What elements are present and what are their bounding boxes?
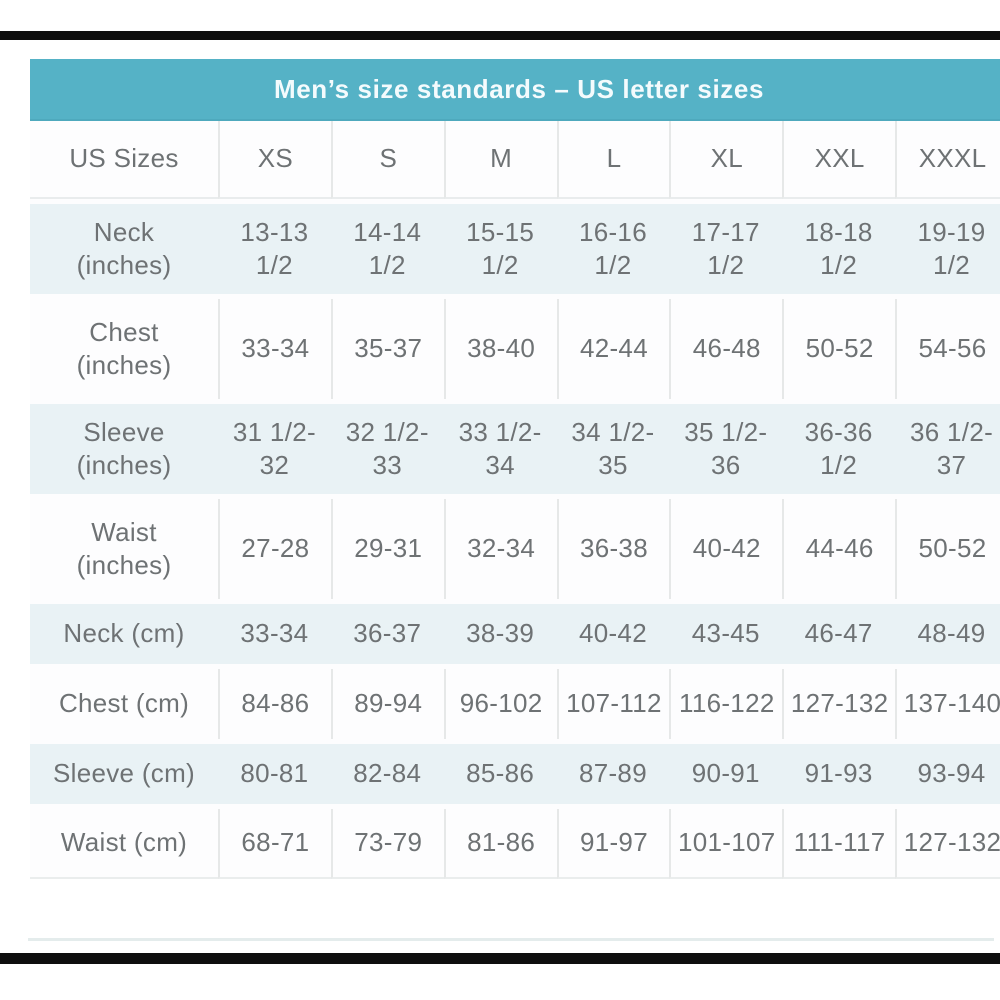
cell: 35-37 [330,299,444,399]
footer-divider [28,938,994,941]
cell: 32 1/2- 33 [330,399,444,499]
cell: 32-34 [443,499,557,599]
cell: 50-52 [782,299,896,399]
table-row-chest-inches: Chest (inches) 33-34 35-37 38-40 42-44 4… [30,299,1000,399]
cell: 36-36 1/2 [782,399,896,499]
cell: 40-42 [556,599,670,669]
cell: 137-140 [895,669,1000,739]
column-header-us-sizes: US Sizes [30,121,218,199]
cell: 50-52 [895,499,1000,599]
cell: 27-28 [218,499,331,599]
row-label-waist-cm: Waist (cm) [30,809,218,879]
cell: 16-16 1/2 [556,199,670,299]
cell: 46-47 [782,599,896,669]
table-row-neck-cm: Neck (cm) 33-34 36-37 38-39 40-42 43-45 … [30,599,1000,669]
table-title: Men’s size standards – US letter sizes [273,73,765,104]
cell: 40-42 [669,499,783,599]
table-row-chest-cm: Chest (cm) 84-86 89-94 96-102 107-112 11… [30,669,1000,739]
cell: 46-48 [669,299,783,399]
cell: 101-107 [669,809,783,879]
cell: 36-38 [556,499,670,599]
cell: 36 1/2- 37 [895,399,1000,499]
row-label-neck-inches: Neck (inches) [30,199,218,299]
table-row-sleeve-cm: Sleeve (cm) 80-81 82-84 85-86 87-89 90-9… [30,739,1000,809]
row-label-chest-inches: Chest (inches) [30,299,218,399]
cell: 38-40 [443,299,557,399]
cell: 84-86 [218,669,331,739]
table-row-sleeve-inches: Sleeve (inches) 31 1/2- 32 32 1/2- 33 33… [30,399,1000,499]
cell: 13-13 1/2 [218,199,331,299]
cell: 87-89 [556,739,670,809]
cell: 82-84 [330,739,444,809]
cell: 31 1/2- 32 [218,399,331,499]
cell: 19-19 1/2 [895,199,1000,299]
table-row-neck-inches: Neck (inches) 13-13 1/2 14-14 1/2 15-15 … [30,199,1000,299]
table-row-waist-inches: Waist (inches) 27-28 29-31 32-34 36-38 4… [30,499,1000,599]
cell: 17-17 1/2 [669,199,783,299]
column-header-xl: XL [669,121,783,199]
column-header-m: M [443,121,557,199]
row-label-waist-inches: Waist (inches) [30,499,218,599]
cell: 36-37 [330,599,444,669]
bottom-border-bar [0,953,1000,964]
cell: 81-86 [443,809,557,879]
column-header-xs: XS [218,121,331,199]
cell: 90-91 [669,739,783,809]
row-label-neck-cm: Neck (cm) [30,599,218,669]
column-header-s: S [330,121,444,199]
cell: 111-117 [782,809,896,879]
cell: 33 1/2- 34 [443,399,557,499]
table-title-bar: Men’s size standards – US letter sizes [30,59,1000,121]
cell: 68-71 [218,809,331,879]
size-chart-table: US Sizes XS S M L XL XXL XXXL Neck (inch… [30,121,1000,879]
row-label-sleeve-cm: Sleeve (cm) [30,739,218,809]
cell: 29-31 [330,499,444,599]
table-row-waist-cm: Waist (cm) 68-71 73-79 81-86 91-97 101-1… [30,809,1000,879]
size-column-headers-row: US Sizes XS S M L XL XXL XXXL [30,121,1000,199]
cell: 48-49 [895,599,1000,669]
cell: 107-112 [556,669,670,739]
cell: 15-15 1/2 [443,199,557,299]
column-header-l: L [556,121,670,199]
row-label-sleeve-inches: Sleeve (inches) [30,399,218,499]
cell: 80-81 [218,739,331,809]
cell: 42-44 [556,299,670,399]
cell: 93-94 [895,739,1000,809]
cell: 73-79 [330,809,444,879]
cell: 33-34 [218,599,331,669]
cell: 44-46 [782,499,896,599]
cell: 89-94 [330,669,444,739]
cell: 43-45 [669,599,783,669]
cell: 18-18 1/2 [782,199,896,299]
cell: 33-34 [218,299,331,399]
cell: 91-93 [782,739,896,809]
size-chart-sheet: Men’s size standards – US letter sizes U… [30,59,1000,879]
cell: 14-14 1/2 [330,199,444,299]
cell: 116-122 [669,669,783,739]
cell: 127-132 [895,809,1000,879]
cell: 34 1/2- 35 [556,399,670,499]
top-border-bar [0,31,1000,40]
cell: 85-86 [443,739,557,809]
cell: 54-56 [895,299,1000,399]
cell: 35 1/2- 36 [669,399,783,499]
cell: 96-102 [443,669,557,739]
row-label-chest-cm: Chest (cm) [30,669,218,739]
cell: 127-132 [782,669,896,739]
column-header-xxxl: XXXL [895,121,1000,199]
cell: 91-97 [556,809,670,879]
column-header-xxl: XXL [782,121,896,199]
cell: 38-39 [443,599,557,669]
